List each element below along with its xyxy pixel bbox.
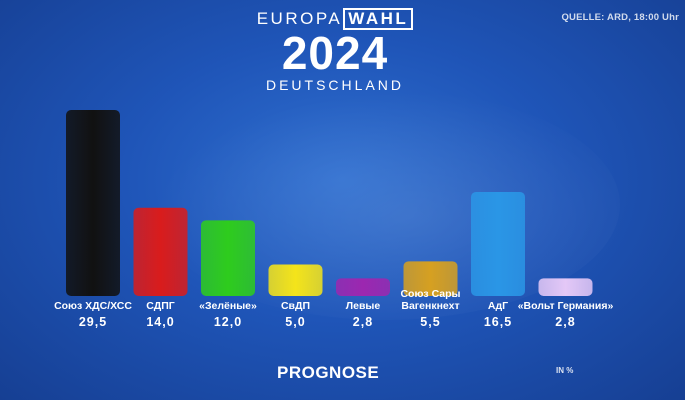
- value-label-3: 5,0: [285, 315, 305, 329]
- party-label-0: Союз ХДС/ХСС: [54, 300, 132, 312]
- bar-0: [66, 110, 120, 296]
- value-label-4: 2,8: [353, 315, 373, 329]
- bar-1: [133, 207, 188, 296]
- value-label-5: 5,5: [420, 315, 440, 329]
- value-label-6: 16,5: [484, 315, 512, 329]
- logo-title: EUROPA WAHL: [250, 8, 420, 30]
- party-label-6: АдГ: [488, 300, 508, 312]
- party-label-3: СвДП: [281, 300, 310, 312]
- unit-label: IN %: [556, 366, 574, 375]
- value-label-7: 2,8: [555, 315, 575, 329]
- bar-5: [403, 261, 458, 296]
- prognose-label: PROGNOSE: [277, 363, 380, 382]
- source-label: QUELLE: ARD, 18:00 Uhr: [561, 12, 679, 23]
- party-label-4: Левые: [346, 300, 381, 312]
- bar-2: [201, 220, 255, 296]
- party-label-5-1: Вагенкнехт: [401, 300, 459, 312]
- value-label-1: 14,0: [146, 315, 174, 329]
- bar-6: [471, 191, 525, 296]
- bar-3: [268, 264, 323, 296]
- party-label-7: «Вольт Германия»: [518, 300, 614, 312]
- bar-4: [336, 278, 390, 296]
- logo-year: 2024: [281, 27, 389, 79]
- party-label-5-0: Союз Сары: [400, 288, 460, 300]
- value-label-2: 12,0: [214, 315, 242, 329]
- party-label-2: «Зелёные»: [199, 300, 257, 312]
- party-label-1: СДПГ: [146, 300, 174, 312]
- value-label-0: 29,5: [79, 315, 107, 329]
- logo-wahl: WAHL: [343, 8, 414, 30]
- bar-7: [538, 278, 593, 296]
- election-logo: EUROPA WAHL 2024 DEUTSCHLAND: [250, 8, 420, 93]
- logo-europa: EUROPA: [256, 9, 343, 28]
- logo-country: DEUTSCHLAND: [265, 77, 404, 93]
